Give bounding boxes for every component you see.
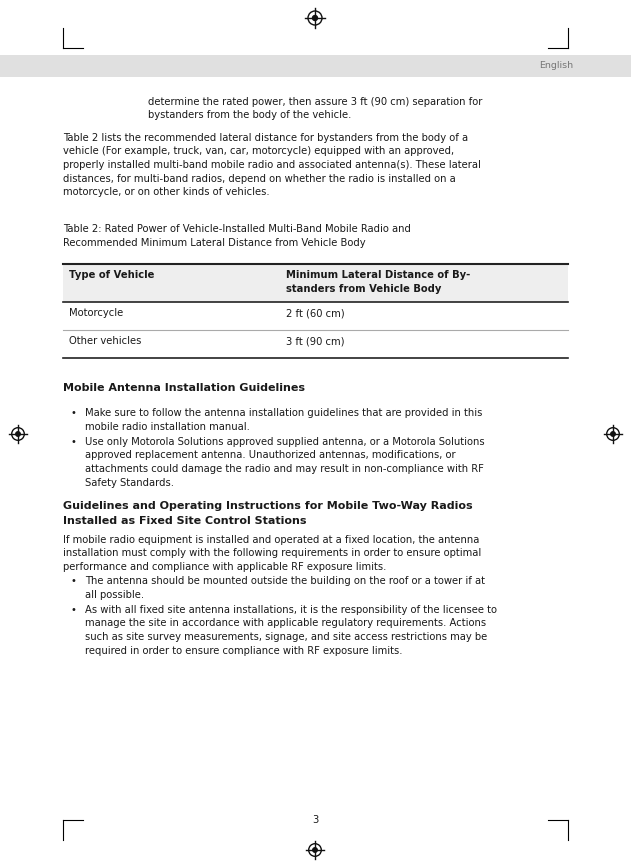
- Text: 3 ft (90 cm): 3 ft (90 cm): [286, 336, 345, 346]
- Text: such as site survey measurements, signage, and site access restrictions may be: such as site survey measurements, signag…: [85, 632, 487, 642]
- Text: bystanders from the body of the vehicle.: bystanders from the body of the vehicle.: [148, 110, 351, 121]
- Circle shape: [312, 16, 317, 21]
- Text: 3: 3: [312, 815, 319, 825]
- Text: manage the site in accordance with applicable regulatory requirements. Actions: manage the site in accordance with appli…: [85, 619, 486, 628]
- Text: mobile radio installation manual.: mobile radio installation manual.: [85, 422, 250, 431]
- Text: Recommended Minimum Lateral Distance from Vehicle Body: Recommended Minimum Lateral Distance fro…: [63, 238, 365, 247]
- Text: performance and compliance with applicable RF exposure limits.: performance and compliance with applicab…: [63, 562, 386, 572]
- Circle shape: [16, 431, 20, 437]
- Text: •: •: [70, 605, 76, 615]
- Bar: [63, 264, 568, 302]
- Text: The antenna should be mounted outside the building on the roof or a tower if at: The antenna should be mounted outside th…: [85, 576, 485, 586]
- Text: Make sure to follow the antenna installation guidelines that are provided in thi: Make sure to follow the antenna installa…: [85, 408, 482, 418]
- Text: approved replacement antenna. Unauthorized antennas, modifications, or: approved replacement antenna. Unauthoriz…: [85, 450, 456, 461]
- Text: Safety Standards.: Safety Standards.: [85, 477, 174, 488]
- Text: all possible.: all possible.: [85, 589, 144, 600]
- Text: English: English: [539, 62, 573, 70]
- Circle shape: [611, 431, 615, 437]
- Text: distances, for multi-band radios, depend on whether the radio is installed on a: distances, for multi-band radios, depend…: [63, 174, 456, 183]
- Text: Other vehicles: Other vehicles: [69, 336, 141, 346]
- Text: standers from Vehicle Body: standers from Vehicle Body: [286, 284, 441, 293]
- Text: Installed as Fixed Site Control Stations: Installed as Fixed Site Control Stations: [63, 516, 307, 525]
- Text: •: •: [70, 437, 76, 447]
- Text: Type of Vehicle: Type of Vehicle: [69, 270, 155, 280]
- Text: Table 2 lists the recommended lateral distance for bystanders from the body of a: Table 2 lists the recommended lateral di…: [63, 133, 468, 143]
- Text: Use only Motorola Solutions approved supplied antenna, or a Motorola Solutions: Use only Motorola Solutions approved sup…: [85, 437, 485, 447]
- Text: required in order to ensure compliance with RF exposure limits.: required in order to ensure compliance w…: [85, 646, 403, 655]
- Text: Mobile Antenna Installation Guidelines: Mobile Antenna Installation Guidelines: [63, 383, 305, 393]
- Text: Guidelines and Operating Instructions for Mobile Two-Way Radios: Guidelines and Operating Instructions fo…: [63, 501, 473, 511]
- Text: If mobile radio equipment is installed and operated at a fixed location, the ant: If mobile radio equipment is installed a…: [63, 535, 480, 545]
- Bar: [0, 55, 631, 77]
- Text: determine the rated power, then assure 3 ft (90 cm) separation for: determine the rated power, then assure 3…: [148, 97, 482, 107]
- Text: attachments could damage the radio and may result in non-compliance with RF: attachments could damage the radio and m…: [85, 464, 484, 474]
- Text: •: •: [70, 576, 76, 586]
- Text: properly installed multi-band mobile radio and associated antenna(s). These late: properly installed multi-band mobile rad…: [63, 160, 481, 170]
- Circle shape: [313, 848, 317, 852]
- Text: •: •: [70, 408, 76, 418]
- Text: Motorcycle: Motorcycle: [69, 308, 123, 318]
- Text: vehicle (For example, truck, van, car, motorcycle) equipped with an approved,: vehicle (For example, truck, van, car, m…: [63, 147, 454, 156]
- Text: 2 ft (60 cm): 2 ft (60 cm): [286, 308, 345, 318]
- Text: motorcycle, or on other kinds of vehicles.: motorcycle, or on other kinds of vehicle…: [63, 187, 269, 197]
- Text: Minimum Lateral Distance of By-: Minimum Lateral Distance of By-: [286, 270, 470, 280]
- Text: Table 2: Rated Power of Vehicle-Installed Multi-Band Mobile Radio and: Table 2: Rated Power of Vehicle-Installe…: [63, 224, 411, 234]
- Text: As with all fixed site antenna installations, it is the responsibility of the li: As with all fixed site antenna installat…: [85, 605, 497, 615]
- Text: installation must comply with the following requirements in order to ensure opti: installation must comply with the follow…: [63, 549, 481, 558]
